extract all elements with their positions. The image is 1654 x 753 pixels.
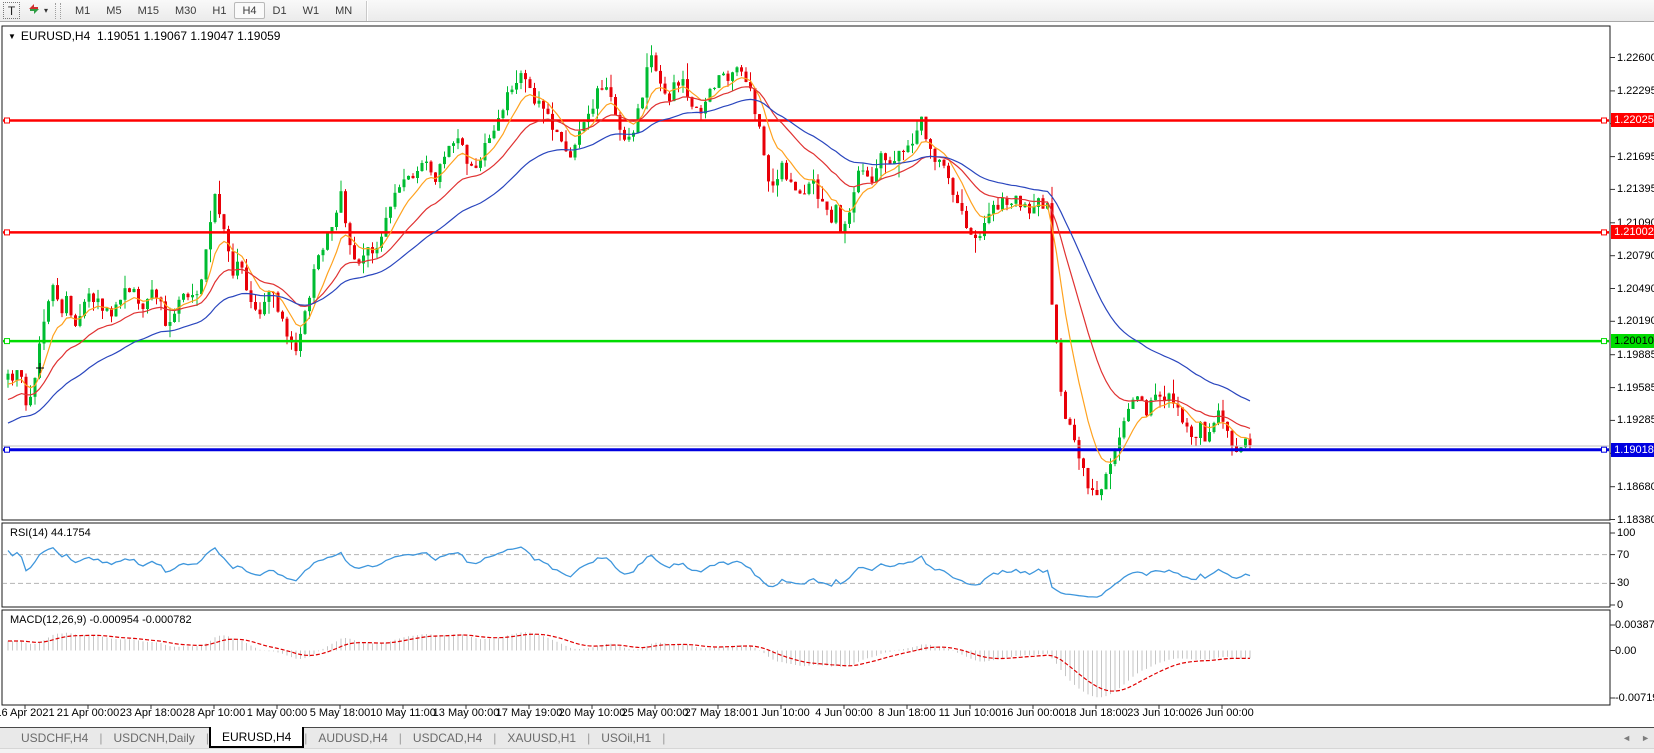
level-price-badge: 1.21002 (1611, 225, 1654, 240)
timeframe-button-h4[interactable]: H4 (234, 2, 265, 19)
price-tick-label: 1.22600 (1617, 51, 1654, 64)
price-tick-label: 1.20490 (1617, 282, 1654, 295)
tab-scroll-left-icon[interactable]: ◄ (1622, 733, 1632, 743)
date-label: 23 Jun 10:00 (1127, 707, 1191, 719)
macd-scale-label: 0.00 (1615, 644, 1637, 657)
chart-symbol-label: EURUSD,H4 (20, 29, 91, 43)
date-label: 27 May 18:00 (684, 707, 752, 719)
tab-usdcad-h4[interactable]: USDCAD,H4 (412, 731, 483, 745)
tab-separator: | (205, 731, 209, 745)
date-label: 23 Apr 18:00 (119, 707, 183, 719)
date-label: 18 Jun 18:00 (1064, 707, 1128, 719)
rsi-scale-label: 100 (1617, 527, 1636, 539)
price-tick-label: 1.18380 (1617, 513, 1654, 526)
date-label: 1 Jun 10:00 (752, 707, 810, 719)
tab-separator: | (398, 731, 402, 745)
chart-tab-bar: USDCHF,H4 | USDCNH,Daily | EURUSD,H4 | AUDUSD,… (0, 727, 1654, 748)
price-tick-label: 1.20790 (1617, 249, 1654, 262)
status-bar-strip (0, 748, 1654, 753)
price-arrows-icon (27, 2, 41, 19)
chart-title: ▼ EURUSD,H4 1.19051 1.19067 1.19047 1.190… (8, 29, 280, 43)
timeframe-button-m1[interactable]: M1 (75, 4, 91, 17)
level-price-badge: 1.19018 (1611, 442, 1654, 457)
chart-quote-values: 1.19051 1.19067 1.19047 1.19059 (96, 29, 281, 43)
price-tick-label: 1.19885 (1617, 348, 1654, 361)
rsi-scale-label: 30 (1617, 577, 1630, 590)
toolbar-grip (55, 2, 62, 19)
chevron-down-icon: ▾ (44, 6, 49, 15)
tab-scroll-right-icon[interactable]: ► (1641, 733, 1650, 743)
price-tick-label: 1.19285 (1617, 414, 1654, 427)
date-label: 10 May 11:00 (370, 707, 436, 719)
tab-xauusd-h1[interactable]: XAUUSD,H1 (507, 731, 577, 745)
date-label: 25 May 00:00 (621, 707, 689, 719)
price-tick-label: 1.22295 (1617, 84, 1654, 97)
tab-audusd-h4[interactable]: AUDUSD,H4 (318, 731, 388, 745)
timeframe-button-m15[interactable]: M15 (137, 4, 159, 17)
tab-separator: | (587, 731, 591, 745)
date-label: 5 May 18:00 (309, 707, 371, 719)
level-price-badge: 1.20010 (1611, 334, 1654, 349)
macd-scale-label: 0.003873 (1615, 618, 1654, 631)
price-tick-label: 1.20190 (1617, 315, 1654, 328)
timeframe-button-mn[interactable]: MN (335, 4, 353, 17)
date-label: 16 Jun 00:00 (1001, 707, 1065, 719)
tab-separator: | (662, 731, 666, 745)
timeframe-button-h1[interactable]: H1 (212, 4, 227, 17)
rsi-scale-label: 70 (1617, 548, 1630, 561)
collapse-triangle-icon: ▼ (8, 32, 16, 41)
rsi-indicator-label: RSI(14) 44.1754 (10, 527, 91, 539)
tab-separator: | (493, 731, 497, 745)
toolbar-separator (366, 0, 368, 21)
price-tick-label: 1.18680 (1617, 480, 1654, 493)
date-label: 20 May 10:00 (558, 707, 626, 719)
rsi-scale-label: 0 (1617, 599, 1624, 611)
tab-usoil-h1[interactable]: USOil,H1 (601, 731, 652, 745)
tab-scroll-controls: ◄ ► (1622, 728, 1650, 748)
arrows-tool-button[interactable]: ▾ (24, 2, 51, 19)
tab-usdchf-h4[interactable]: USDCHF,H4 (21, 731, 89, 745)
date-label: 16 Apr 2021 (0, 707, 55, 719)
date-label: 1 May 00:00 (246, 707, 308, 719)
price-tick-label: 1.21395 (1617, 183, 1654, 196)
date-label: 4 Jun 00:00 (815, 707, 873, 719)
tab-usdcnh-daily[interactable]: USDCNH,Daily (113, 731, 195, 745)
price-tick-label: 1.21695 (1617, 150, 1654, 163)
timeframe-button-group: M1 M5 M15 M30 H1 H4 D1 W1 MN (67, 2, 360, 19)
date-label: 13 May 00:00 (432, 707, 500, 719)
toolbar: T ▾ M1 M5 M15 M30 H1 H4 D1 W1 MN (0, 0, 1654, 22)
date-label: 11 Jun 10:00 (938, 707, 1002, 719)
timeframe-button-m5[interactable]: M5 (106, 4, 122, 17)
macd-scale-label: -0.007195 (1615, 691, 1654, 704)
date-label: 26 Jun 00:00 (1190, 707, 1254, 719)
date-label: 21 Apr 00:00 (56, 707, 120, 719)
timeframe-button-w1[interactable]: W1 (302, 4, 320, 17)
timeframe-button-d1[interactable]: D1 (272, 4, 287, 17)
level-price-badge: 1.22025 (1611, 113, 1654, 128)
tab-separator: | (304, 731, 308, 745)
tab-separator: | (99, 731, 103, 745)
timeframe-button-m30[interactable]: M30 (174, 4, 197, 17)
date-label: 28 Apr 10:00 (182, 707, 246, 719)
price-tick-label: 1.19585 (1617, 381, 1654, 394)
text-tool-button[interactable]: T (3, 2, 20, 19)
date-label: 8 Jun 18:00 (878, 707, 936, 719)
date-label: 17 May 19:00 (495, 707, 563, 719)
macd-indicator-label: MACD(12,26,9) -0.000954 -0.000782 (10, 614, 192, 626)
chart-tabs: USDCHF,H4 | USDCNH,Daily | EURUSD,H4 | AUDUSD,… (0, 727, 666, 748)
tab-eurusd-h4[interactable]: EURUSD,H4 (208, 727, 305, 748)
